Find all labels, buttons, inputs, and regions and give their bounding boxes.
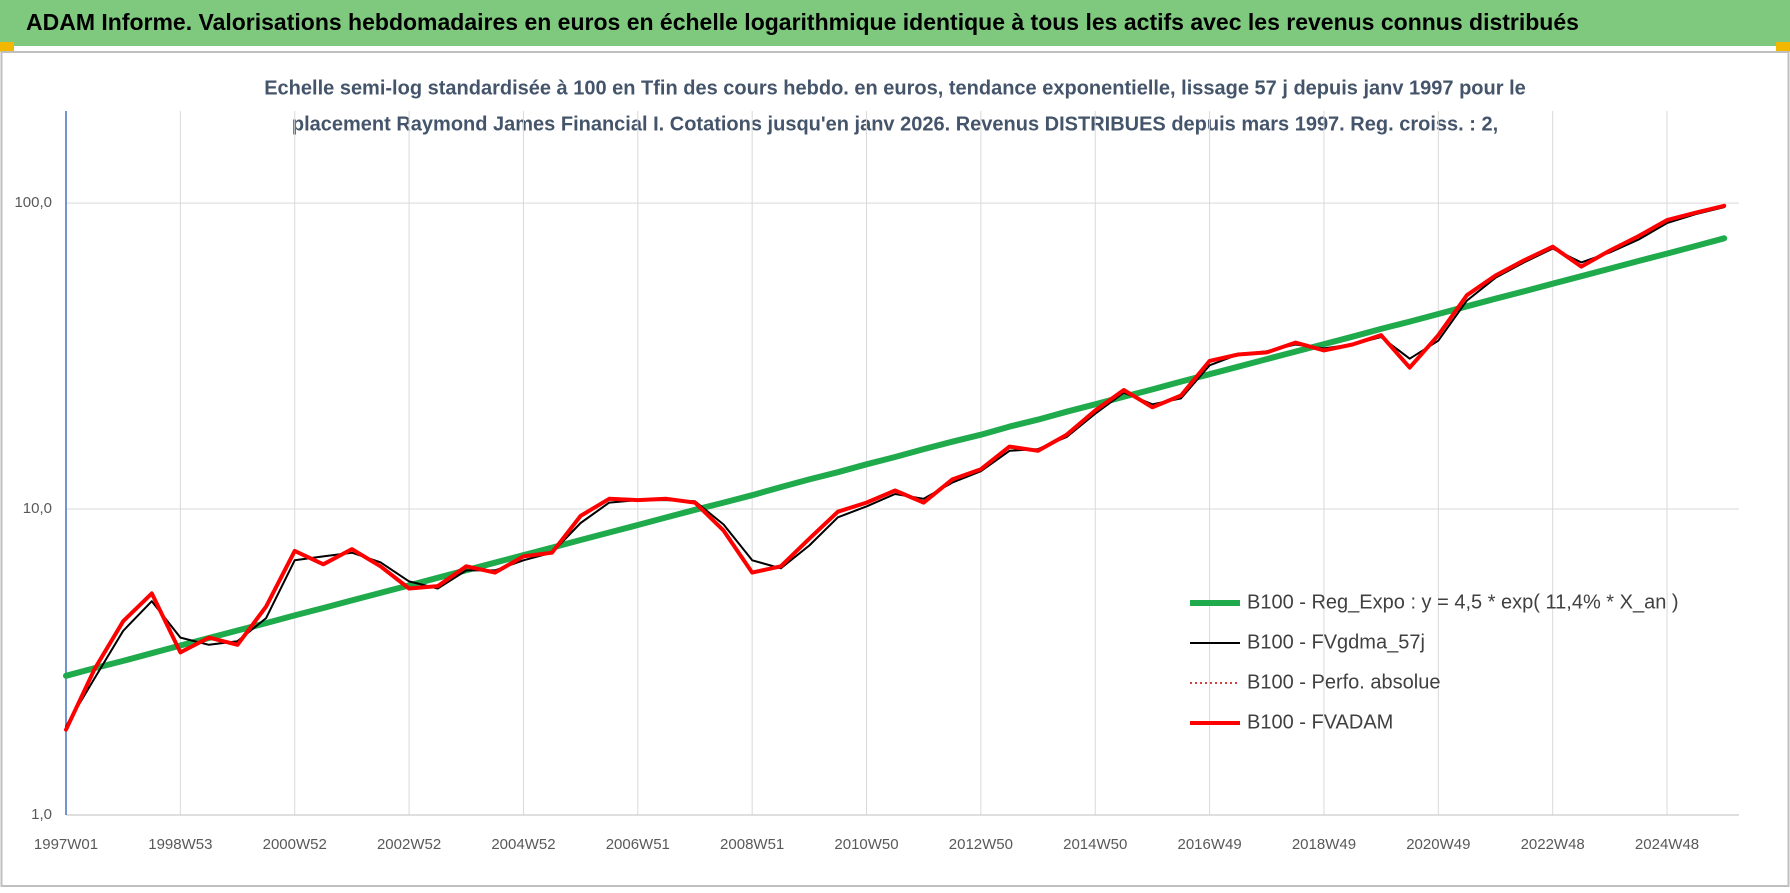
chart-frame bbox=[0, 51, 1790, 887]
chart-subtitle: placement Raymond James Financial I. Cot… bbox=[292, 113, 1498, 135]
legend-label: B100 - FVADAM bbox=[1247, 711, 1393, 733]
x-tick-label: 2012W50 bbox=[949, 836, 1013, 853]
x-tick-label: 2018W49 bbox=[1292, 836, 1356, 853]
x-tick-label: 2008W51 bbox=[720, 836, 784, 853]
x-tick-label: 2004W52 bbox=[491, 836, 555, 853]
x-tick-label: 2010W50 bbox=[834, 836, 898, 853]
x-tick-label: 1997W01 bbox=[34, 836, 98, 853]
x-tick-label: 2006W51 bbox=[606, 836, 670, 853]
y-tick-label: 100,0 bbox=[14, 194, 52, 211]
x-tick-label: 2020W49 bbox=[1406, 836, 1470, 853]
series-line bbox=[64, 203, 1727, 732]
legend-label: B100 - FVgdma_57j bbox=[1247, 631, 1425, 653]
legend-label: B100 - Reg_Expo : y = 4,5 * exp( 11,4% *… bbox=[1247, 591, 1679, 613]
legend-label: B100 - Perfo. absolue bbox=[1247, 671, 1440, 693]
chart-title: ADAM Informe. Valorisations hebdomadaire… bbox=[26, 9, 1579, 35]
x-tick-label: 2002W52 bbox=[377, 836, 441, 853]
x-tick-label: 2014W50 bbox=[1063, 836, 1127, 853]
title-banner bbox=[0, 0, 1790, 46]
x-tick-label: 1998W53 bbox=[148, 836, 212, 853]
x-tick-label: 2024W48 bbox=[1635, 836, 1699, 853]
x-tick-label: 2022W48 bbox=[1521, 836, 1585, 853]
chart-subtitle: Echelle semi-log standardisée à 100 en T… bbox=[264, 77, 1526, 99]
corner-mark bbox=[1776, 42, 1790, 52]
corner-mark bbox=[0, 42, 14, 52]
x-tick-label: 2000W52 bbox=[263, 836, 327, 853]
x-tick-label: 2016W49 bbox=[1177, 836, 1241, 853]
y-tick-label: 1,0 bbox=[31, 806, 52, 823]
series-line bbox=[63, 235, 1728, 679]
y-tick-label: 10,0 bbox=[23, 500, 52, 517]
